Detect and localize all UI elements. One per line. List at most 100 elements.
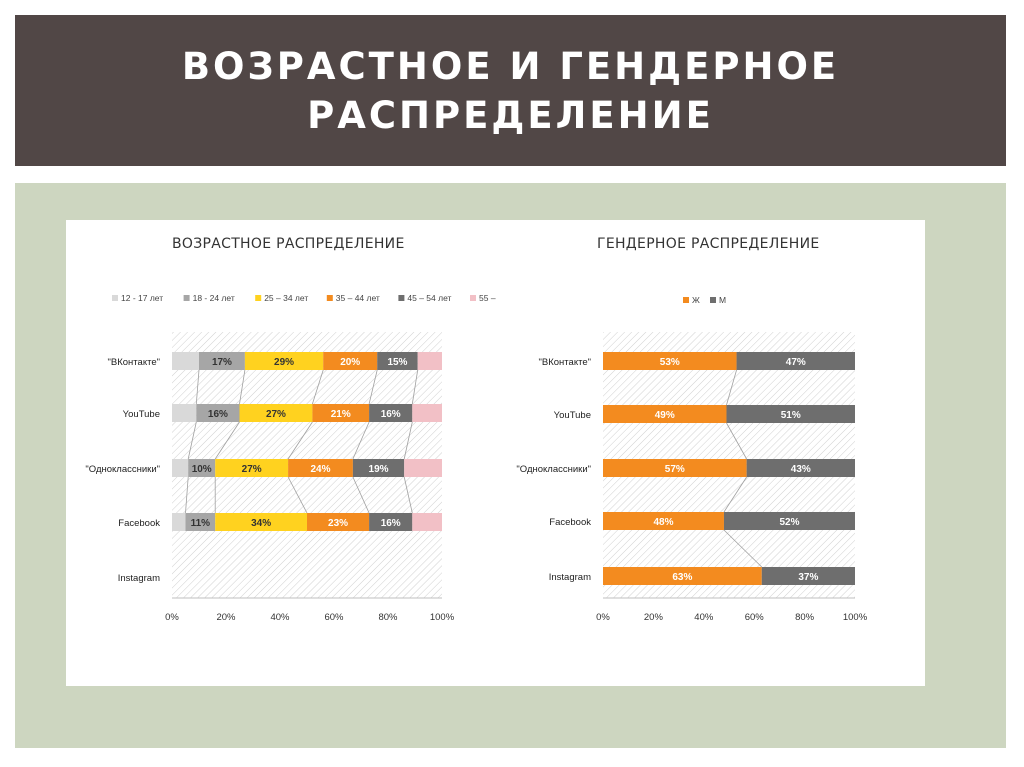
- x-tick-label: 40%: [270, 612, 290, 623]
- bar-segment: [352, 459, 405, 477]
- connector-line: [287, 421, 313, 460]
- connector-line: [287, 476, 308, 514]
- data-label: 24%: [310, 464, 330, 475]
- data-label: 19%: [369, 464, 389, 475]
- data-label: 47%: [786, 357, 806, 368]
- chart-figure: ВОЗРАСТНОЕ РАСПРЕДЕЛЕНИЕ ГЕНДЕРНОЕ РАСПР…: [66, 220, 925, 686]
- bar-segment: [188, 459, 216, 477]
- data-label: 27%: [266, 409, 286, 420]
- bar-segment: [199, 352, 245, 370]
- bar-segment: [603, 405, 727, 423]
- data-label: 29%: [274, 357, 294, 368]
- data-label: 49%: [655, 410, 675, 421]
- bar-segment: [369, 513, 413, 531]
- legend-swatch: [683, 297, 689, 303]
- bar-segment: [172, 459, 189, 477]
- x-tick-label: 100%: [843, 612, 868, 623]
- category-label: YouTube: [554, 410, 591, 421]
- connector-line: [312, 369, 324, 405]
- data-label: 16%: [208, 409, 228, 420]
- connector-line: [403, 421, 413, 460]
- gender-distribution-chart: Ж М "ВКонтакте" 53% 47% YouTube 49% 51% "Однокла…: [516, 295, 868, 623]
- bar-segment: [215, 513, 307, 531]
- category-label: "Одноклассники": [85, 464, 160, 475]
- slide-header: ВОЗРАСТНОЕ И ГЕНДЕРНОЕ РАСПРЕДЕЛЕНИЕ: [15, 15, 1006, 166]
- age-chart-title: ВОЗРАСТНОЕ РАСПРЕДЕЛЕНИЕ: [172, 236, 405, 252]
- connector-line: [726, 422, 747, 460]
- data-label: 20%: [340, 357, 360, 368]
- bar-segment: [307, 513, 370, 531]
- connector-line: [723, 529, 763, 568]
- bar-segment: [412, 513, 442, 531]
- age-distribution-chart: 12 - 17 лет 18 - 24 лет 25 – 34 лет 35 – 44…: [85, 293, 496, 623]
- bar-segment: [239, 404, 313, 422]
- bar-segment: [312, 404, 370, 422]
- legend-swatch: [326, 295, 333, 301]
- bar-segment: [726, 405, 855, 423]
- x-tick-label: 0%: [165, 612, 179, 623]
- connector-line: [726, 369, 737, 406]
- bar-segment: [404, 459, 442, 477]
- data-label: 52%: [779, 517, 799, 528]
- x-tick-label: 20%: [644, 612, 664, 623]
- bar-segment: [172, 513, 186, 531]
- data-label: 11%: [191, 518, 211, 529]
- category-label: Facebook: [549, 517, 591, 528]
- x-tick-label: 80%: [795, 612, 815, 623]
- connector-line: [403, 476, 413, 514]
- legend-label: 18 - 24 лет: [193, 293, 235, 303]
- data-label: 37%: [798, 572, 818, 583]
- connector-line: [723, 476, 747, 513]
- connector-line: [352, 421, 370, 460]
- legend-swatch: [183, 295, 190, 301]
- bar-segment: [323, 352, 378, 370]
- data-label: 43%: [791, 464, 811, 475]
- bar-segment: [172, 404, 197, 422]
- bar-segment: [412, 404, 442, 422]
- bar-segment: [603, 352, 737, 370]
- legend-swatch: [112, 295, 118, 301]
- bar-segment: [761, 567, 855, 585]
- bar-segment: [377, 352, 418, 370]
- legend-swatch: [255, 295, 262, 301]
- connector-line: [368, 369, 378, 405]
- data-label: 51%: [781, 410, 801, 421]
- data-label: 27%: [242, 464, 262, 475]
- data-label: 21%: [331, 409, 351, 420]
- bar-segment: [172, 352, 199, 370]
- bar-segment: [603, 459, 747, 477]
- category-label: Instagram: [549, 572, 591, 583]
- bar-segment: [369, 404, 413, 422]
- legend-label: 12 - 17 лет: [121, 293, 163, 303]
- category-label: Instagram: [118, 573, 160, 584]
- connector-line: [352, 476, 370, 514]
- category-label: "ВКонтакте": [108, 357, 160, 368]
- slide-title-line-2: РАСПРЕДЕЛЕНИЕ: [307, 93, 714, 137]
- data-label: 16%: [381, 518, 401, 529]
- category-label: YouTube: [123, 409, 160, 420]
- data-label: 17%: [212, 357, 232, 368]
- data-label: 34%: [251, 518, 271, 529]
- x-tick-label: 60%: [745, 612, 765, 623]
- legend-label: 45 – 54 лет: [407, 293, 451, 303]
- gender-chart-title: ГЕНДЕРНОЕ РАСПРЕДЕЛЕНИЕ: [597, 236, 820, 252]
- legend-swatch: [710, 297, 716, 303]
- legend-label: 55 – 64 лет: [479, 293, 496, 303]
- bar-segment: [215, 459, 289, 477]
- legend-label: Ж: [692, 295, 700, 305]
- legend-label: М: [719, 295, 726, 305]
- connector-line: [187, 421, 197, 460]
- bar-segment: [417, 352, 442, 370]
- data-label: 10%: [192, 464, 212, 475]
- data-label: 48%: [653, 517, 673, 528]
- category-label: "ВКонтакте": [539, 357, 591, 368]
- bar-segment: [244, 352, 324, 370]
- bar-segment: [736, 352, 855, 370]
- x-tick-label: 40%: [694, 612, 714, 623]
- data-label: 23%: [328, 518, 348, 529]
- bar-segment: [746, 459, 855, 477]
- connector-line: [411, 369, 419, 405]
- data-label: 57%: [665, 464, 685, 475]
- bar-segment: [603, 512, 724, 530]
- x-tick-label: 60%: [324, 612, 344, 623]
